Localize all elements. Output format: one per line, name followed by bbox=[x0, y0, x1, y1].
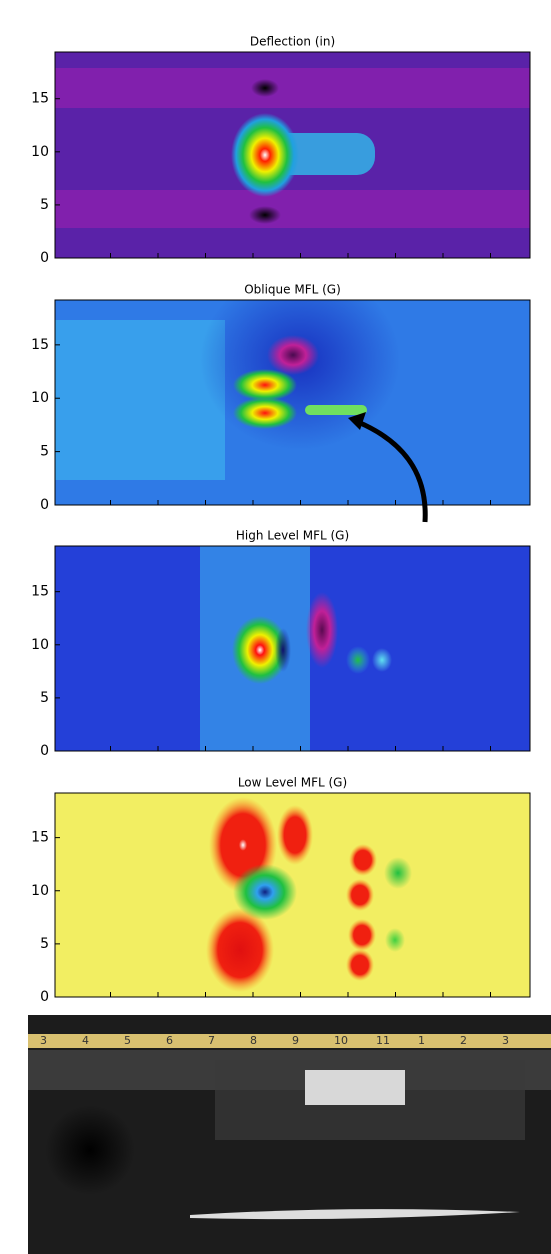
ruler-label: 9 bbox=[292, 1034, 299, 1047]
chart-title: Oblique MFL (G) bbox=[244, 283, 341, 297]
heat-blob bbox=[385, 928, 405, 952]
heat-blob bbox=[346, 949, 374, 981]
ruler-label: 11 bbox=[376, 1034, 390, 1047]
plot-frame bbox=[54, 51, 531, 259]
y-tick-label: 15 bbox=[31, 584, 49, 600]
heatmap bbox=[55, 68, 530, 228]
y-tick-label: 0 bbox=[40, 989, 49, 1005]
plot-frame bbox=[54, 792, 531, 998]
y-tick-label: 10 bbox=[31, 637, 49, 653]
plot-frame bbox=[54, 299, 531, 506]
heat-blob bbox=[275, 628, 291, 672]
heat-blob bbox=[346, 646, 370, 674]
heatmap bbox=[55, 300, 400, 480]
heat-band bbox=[305, 405, 367, 415]
ruler bbox=[28, 1034, 551, 1048]
photo-label bbox=[305, 1070, 405, 1105]
heat-blob bbox=[251, 79, 279, 97]
heat-blob bbox=[277, 805, 313, 865]
heat-blob bbox=[384, 857, 412, 889]
heat-blob bbox=[349, 844, 377, 876]
y-tick-label: 0 bbox=[40, 497, 49, 513]
y-tick-label: 5 bbox=[40, 197, 49, 213]
chart-title: High Level MFL (G) bbox=[236, 529, 349, 543]
heat-band bbox=[55, 190, 530, 228]
ruler-label: 1 bbox=[418, 1034, 425, 1047]
arrow bbox=[357, 419, 428, 523]
y-tick-label: 0 bbox=[40, 250, 49, 266]
y-tick-label: 5 bbox=[40, 690, 49, 706]
ruler-label: 7 bbox=[208, 1034, 215, 1047]
y-tick-label: 15 bbox=[31, 91, 49, 107]
y-tick-label: 10 bbox=[31, 144, 49, 160]
y-tick-label: 0 bbox=[40, 743, 49, 759]
chart-title: Deflection (in) bbox=[250, 35, 335, 49]
y-tick-label: 15 bbox=[31, 830, 49, 846]
heat-blob bbox=[348, 919, 376, 951]
heat-blob bbox=[231, 113, 299, 197]
ruler-label: 4 bbox=[82, 1034, 89, 1047]
heat-blob bbox=[346, 879, 374, 911]
heat-blob bbox=[233, 397, 297, 429]
y-tick-label: 15 bbox=[31, 337, 49, 353]
heatmap bbox=[206, 797, 412, 992]
y-tick-label: 10 bbox=[31, 883, 49, 899]
ruler-label: 5 bbox=[124, 1034, 131, 1047]
chart-title: Low Level MFL (G) bbox=[238, 776, 347, 790]
heatmap bbox=[200, 546, 392, 751]
heat-blob bbox=[249, 206, 281, 224]
heat-blob bbox=[233, 369, 297, 401]
ruler-label: 10 bbox=[334, 1034, 348, 1047]
heat-blob bbox=[206, 908, 274, 992]
plot-frame bbox=[54, 545, 531, 752]
photo-streak bbox=[190, 1209, 520, 1220]
heat-blob bbox=[45, 1105, 135, 1195]
ruler-label: 8 bbox=[250, 1034, 257, 1047]
y-tick-label: 10 bbox=[31, 390, 49, 406]
heat-band bbox=[55, 68, 530, 108]
y-tick-label: 5 bbox=[40, 444, 49, 460]
heat-blob bbox=[372, 648, 392, 672]
ruler-label: 3 bbox=[40, 1034, 47, 1047]
heat-blob bbox=[232, 616, 288, 684]
arrow-head bbox=[348, 412, 366, 430]
y-tick-label: 5 bbox=[40, 936, 49, 952]
heat-band bbox=[55, 320, 225, 480]
heat-blob bbox=[306, 592, 338, 668]
ruler-label: 3 bbox=[502, 1034, 509, 1047]
heat-blob bbox=[267, 335, 319, 375]
ruler-label: 6 bbox=[166, 1034, 173, 1047]
ruler-label: 2 bbox=[460, 1034, 467, 1047]
heat-blob bbox=[233, 864, 297, 920]
